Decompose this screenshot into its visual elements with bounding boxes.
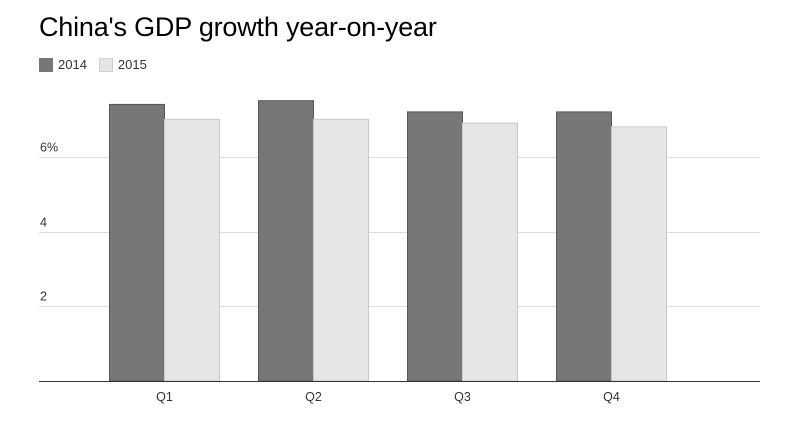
bar-2015-Q4 bbox=[611, 126, 667, 382]
bar-2014-Q2 bbox=[258, 100, 314, 382]
legend: 2014 2015 bbox=[39, 57, 159, 72]
bar-2014-Q3 bbox=[407, 111, 463, 382]
bar-2015-Q1 bbox=[164, 118, 220, 382]
y-tick-label: 6% bbox=[40, 141, 58, 155]
y-tick-label: 4 bbox=[40, 216, 47, 230]
x-tick-label-Q4: Q4 bbox=[603, 390, 620, 404]
x-tick-label-Q2: Q2 bbox=[305, 390, 322, 404]
bar-2014-Q1 bbox=[109, 103, 165, 382]
x-axis-labels: Q1 Q2 Q3 Q4 bbox=[156, 390, 620, 404]
legend-item-2014: 2014 bbox=[39, 57, 87, 72]
legend-item-2015: 2015 bbox=[98, 57, 147, 72]
x-tick-label-Q3: Q3 bbox=[454, 390, 471, 404]
legend-label-2015: 2015 bbox=[117, 57, 147, 72]
legend-label-2014: 2014 bbox=[58, 57, 87, 72]
bar-2015-Q3 bbox=[462, 122, 518, 382]
bar-2014-Q4 bbox=[556, 111, 612, 382]
legend-swatch-2014 bbox=[39, 57, 53, 72]
y-tick-label: 2 bbox=[40, 290, 47, 304]
chart-title: China's GDP growth year-on-year bbox=[39, 12, 437, 42]
x-tick-label-Q1: Q1 bbox=[156, 390, 173, 404]
bar-2015-Q2 bbox=[313, 118, 369, 382]
bars bbox=[109, 100, 667, 382]
legend-swatch-2015 bbox=[98, 57, 113, 72]
y-axis-labels: 2 4 6% bbox=[40, 141, 58, 304]
